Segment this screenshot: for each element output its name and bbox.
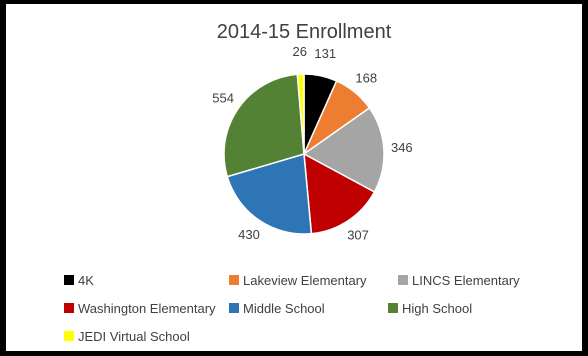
pie-slice-washington-elementary: [303, 152, 376, 235]
legend-item-jedi-virtual-school: JEDI Virtual School: [64, 328, 190, 344]
legend-label: LINCS Elementary: [412, 272, 520, 288]
legend-swatch: [64, 275, 74, 285]
pie-slice-jedi-virtual-school: [296, 73, 305, 155]
legend-label: Middle School: [243, 300, 325, 316]
data-label: 430: [238, 227, 260, 242]
data-labels: 131 168 346 307 430 554 26: [212, 44, 412, 243]
pie-slice-middle-school: [226, 153, 313, 235]
pie-slice-lincs-elementary: [302, 106, 385, 194]
legend-swatch: [64, 303, 74, 313]
legend-swatch: [229, 303, 239, 313]
legend-label: 4K: [78, 272, 94, 288]
pie-chart: 2014-15 Enrollment 131 168 346 307 430 554 26: [212, 21, 412, 243]
legend-label: High School: [402, 300, 473, 316]
legend-item-washington-elementary: Washington Elementary: [64, 300, 216, 316]
data-label: 26: [293, 44, 307, 59]
legend-item-lakeview-elementary: Lakeview Elementary: [229, 272, 367, 288]
legend-swatch: [64, 331, 74, 341]
legend-swatch: [388, 303, 398, 313]
pie-slice-high-school: [223, 73, 305, 178]
legend-item-middle-school: Middle School: [229, 300, 325, 316]
legend-item-high-school: High School: [388, 300, 472, 316]
data-label: 131: [314, 46, 336, 61]
legend-item-4k: 4K: [64, 272, 94, 288]
legend-swatch: [398, 275, 408, 285]
chart-title: 2014-15 Enrollment: [217, 21, 392, 43]
chart-frame: 2014-15 Enrollment 131 168 346 307 430 554 26 …: [6, 4, 582, 351]
data-label: 168: [355, 70, 377, 85]
legend-swatch: [229, 275, 239, 285]
data-label: 346: [391, 140, 413, 155]
legend-label: Washington Elementary: [78, 300, 216, 316]
legend-label: Lakeview Elementary: [243, 272, 367, 288]
legend-item-lincs-elementary: LINCS Elementary: [398, 272, 520, 288]
data-label: 307: [347, 228, 369, 243]
legend-label: JEDI Virtual School: [78, 328, 190, 344]
data-label: 554: [212, 91, 234, 106]
pie-slices: [223, 73, 385, 235]
